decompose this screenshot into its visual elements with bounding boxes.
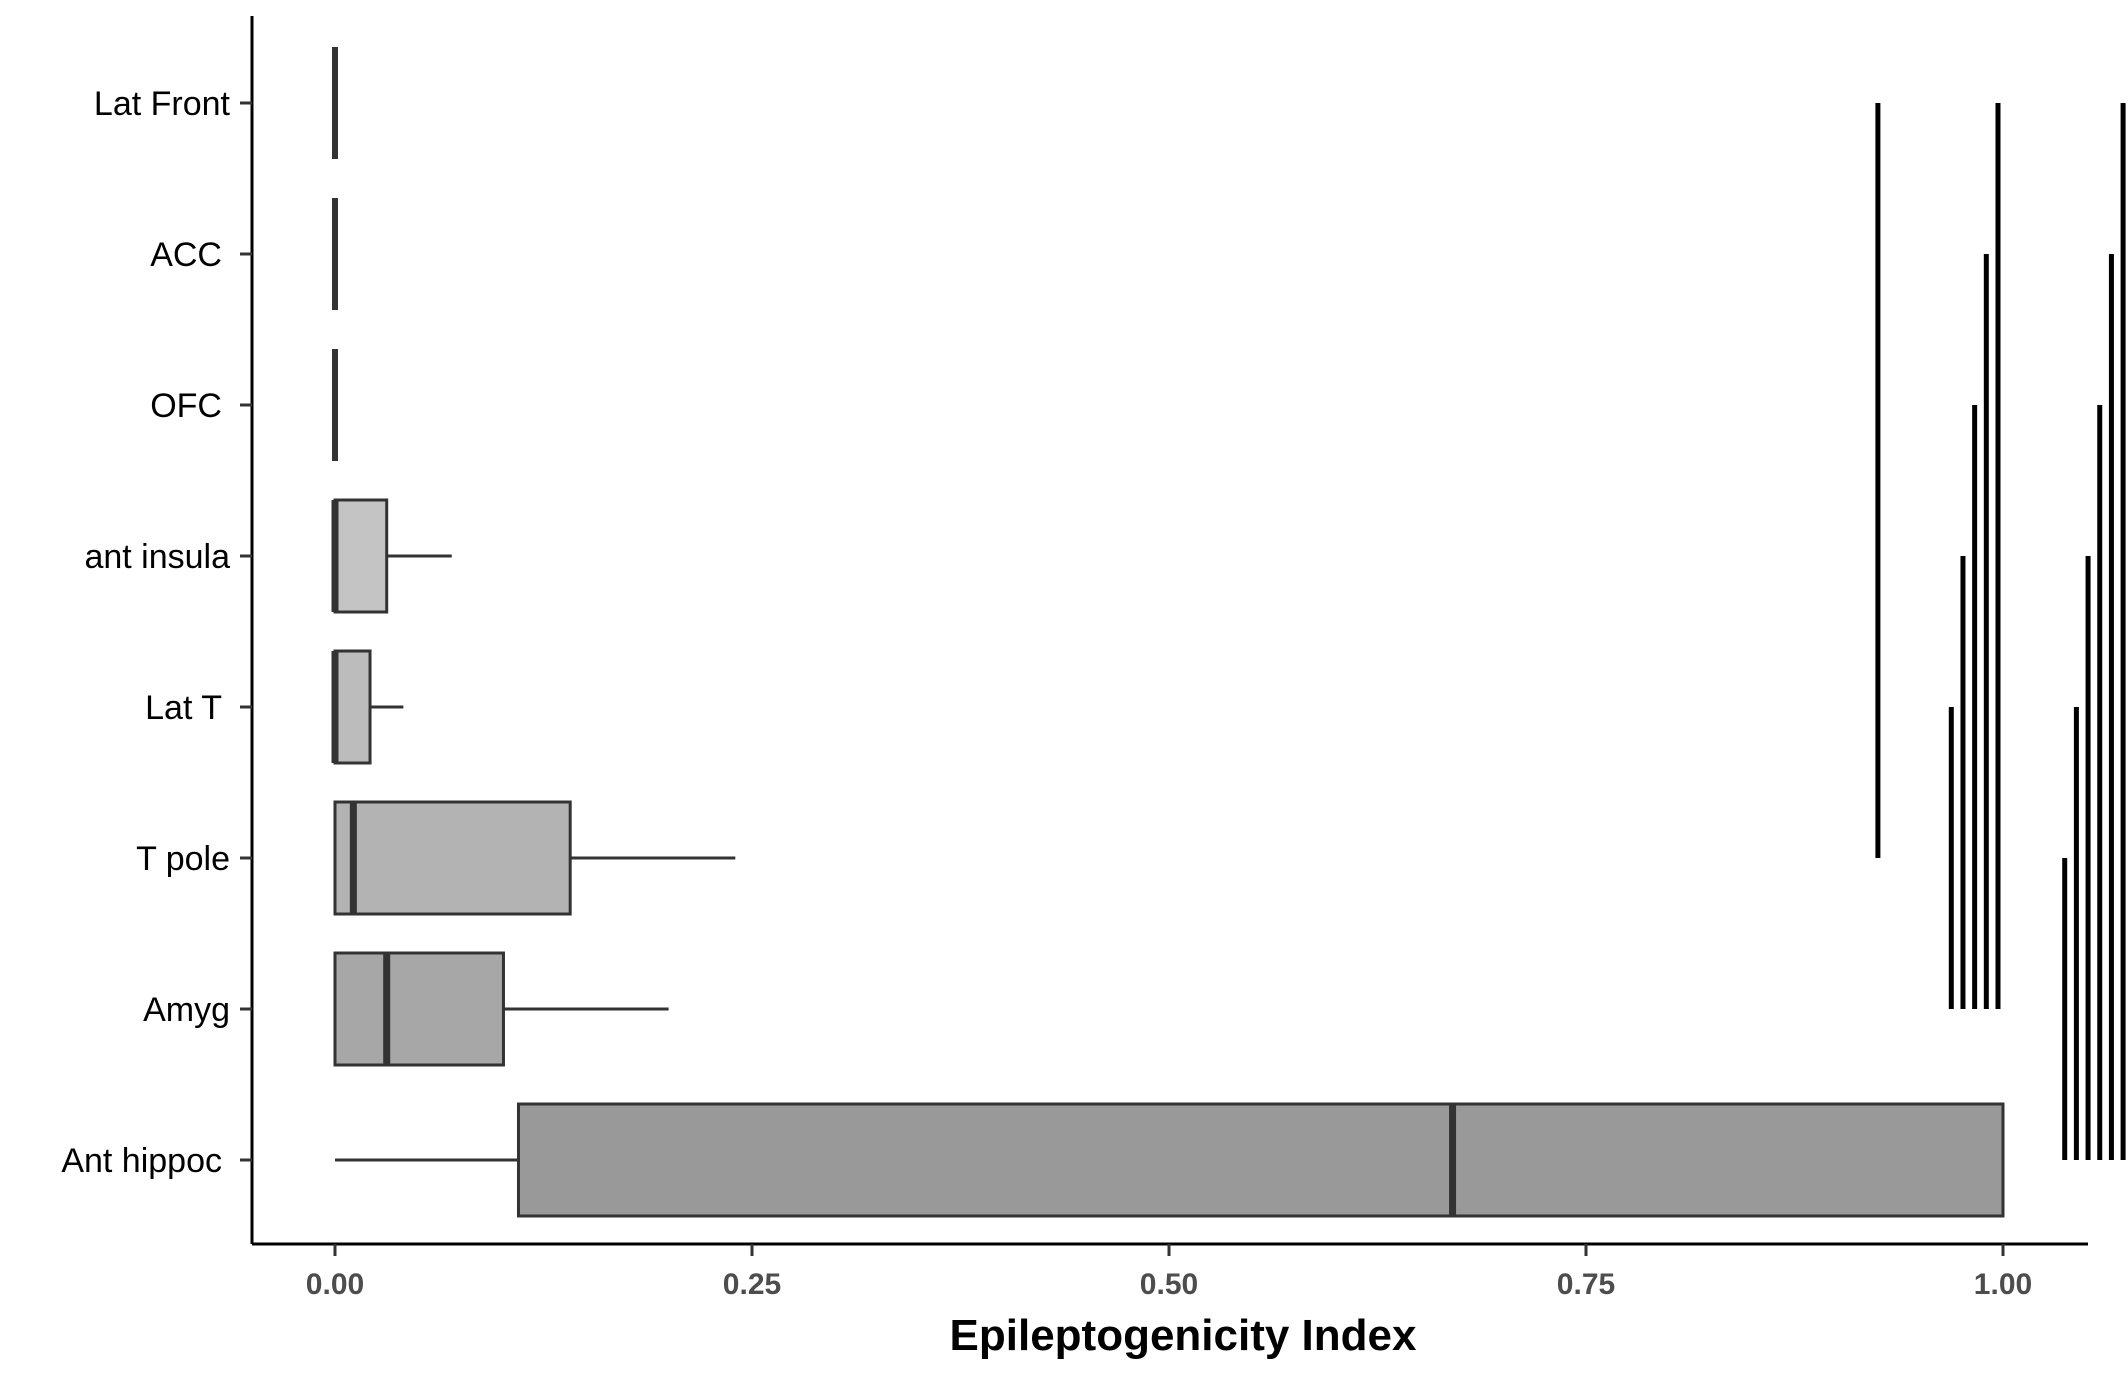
box-rect-amyg: [333, 951, 505, 1067]
y-tick-label-ofc: OFC: [150, 387, 222, 425]
x-tick-label-3: 0.75: [1557, 1268, 1615, 1301]
x-tick-label-0: 0.00: [306, 1268, 364, 1301]
y-tick-label-amyg: Amyg: [143, 991, 230, 1029]
x-axis-title: Epileptogenicity Index: [950, 1311, 1417, 1360]
x-tick-label-2: 0.50: [1140, 1268, 1198, 1301]
x-tick-label-4: 1.00: [1974, 1268, 2032, 1301]
boxes-layer: [331, 47, 2005, 1218]
box-amyg: [333, 951, 669, 1067]
box-ant-hippoc: [335, 1102, 2005, 1218]
box-rect-lat-t: [333, 649, 372, 765]
y-tick-label-lat-front: Lat Front: [94, 85, 231, 123]
box-rect-ant-hippoc: [516, 1102, 2005, 1218]
box-rect-ant-insula: [333, 498, 389, 614]
box-t-pole: [333, 800, 736, 916]
significance-brackets: [1875, 103, 2126, 1160]
y-tick-label-ant-hippoc: Ant hippoc: [61, 1142, 222, 1180]
y-tick-label-t-pole: T pole: [136, 840, 230, 878]
box-lat-t: [331, 649, 404, 765]
x-tick-label-1: 0.25: [723, 1268, 781, 1301]
axes-layer: Lat Front ACC OFC ant insula Lat T T pole Amyg…: [61, 16, 2088, 1301]
box-rect-t-pole: [333, 800, 572, 916]
y-tick-label-lat-t: Lat T: [145, 689, 222, 727]
y-tick-label-acc: ACC: [150, 236, 222, 274]
y-tick-label-ant-insula: ant insula: [84, 538, 230, 576]
box-ant-insula: [331, 498, 452, 614]
